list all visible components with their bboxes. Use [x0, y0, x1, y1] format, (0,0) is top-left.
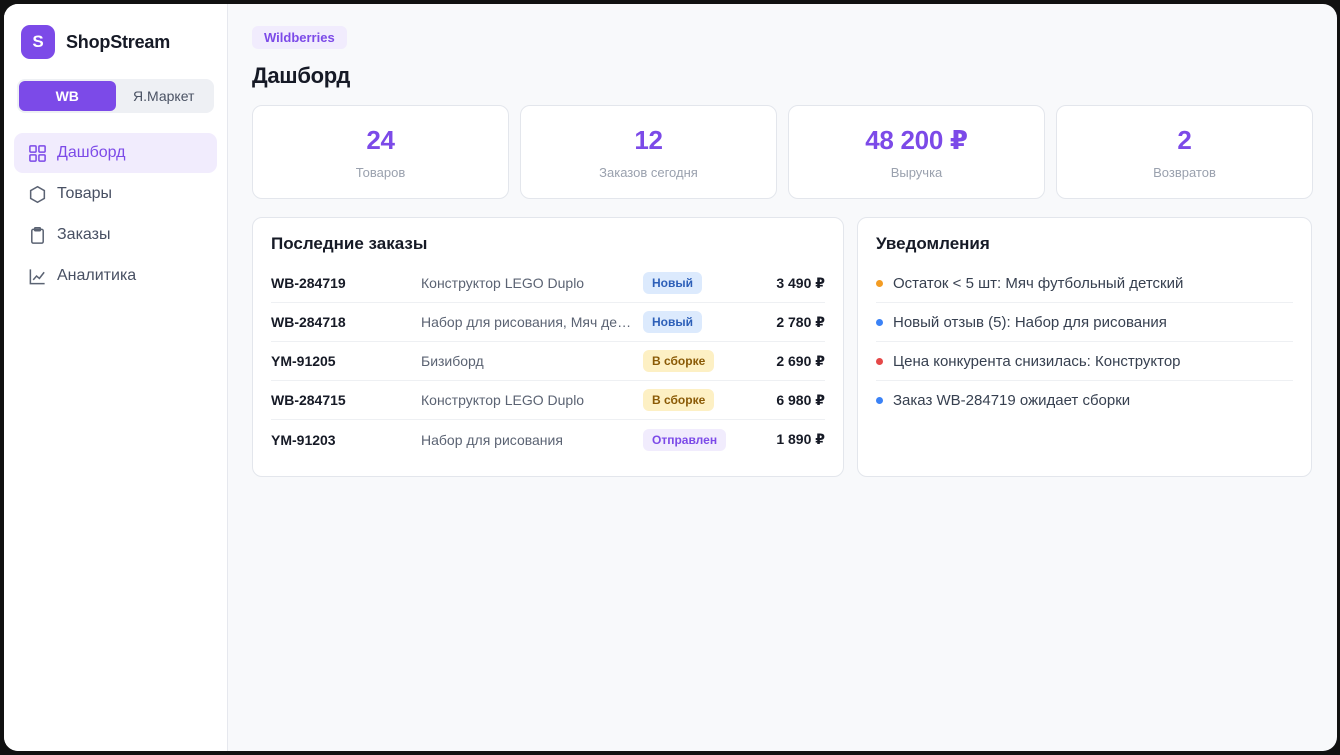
sidebar-item-label: Заказы	[57, 226, 111, 243]
status-badge: В сборке	[643, 350, 715, 372]
order-id: WB-284718	[271, 314, 346, 330]
marketplace-badge: Wildberries	[252, 26, 347, 49]
notification-text: Остаток < 5 шт: Мяч футбольный детский	[893, 274, 1184, 292]
page-title: Дашборд	[252, 63, 351, 88]
status-dot-icon	[876, 279, 883, 287]
stat-label: Выручка	[890, 164, 943, 180]
status-badge: Новый	[643, 272, 702, 294]
notifications-panel: Уведомления Остаток < 5 шт: Мяч футбольн…	[857, 217, 1312, 477]
stat-value: 48 200 ₽	[865, 124, 968, 155]
main-content: Wildberries Дашборд 24 Товаров 12 Заказо…	[228, 4, 1337, 751]
clipboard-icon	[27, 225, 47, 245]
stat-label: Возвратов	[1153, 164, 1216, 180]
marketplace-ymarket-button[interactable]: Я.Маркет	[116, 81, 213, 111]
stat-value: 2	[1177, 124, 1192, 155]
notification-text: Цена конкурента снизилась: Конструктор	[893, 352, 1181, 370]
marketplace-wb-button[interactable]: WB	[19, 81, 116, 111]
order-product: Конструктор LEGO Duplo	[421, 392, 585, 408]
order-id: YM-91203	[271, 431, 336, 448]
sidebar-item-orders[interactable]: Заказы	[14, 215, 217, 255]
recent-orders-panel: Последние заказы WB-284719 Конструктор L…	[252, 217, 844, 477]
order-id: WB-284719	[271, 275, 346, 291]
status-dot-icon	[876, 318, 883, 326]
panel-title: Уведомления	[876, 234, 990, 253]
stat-card-orders-today: 12 Заказов сегодня	[520, 105, 777, 199]
status-badge: В сборке	[643, 389, 715, 411]
stat-label: Товаров	[355, 164, 406, 180]
app-logo: S	[21, 25, 55, 59]
stat-card-products: 24 Товаров	[252, 105, 509, 199]
sidebar-item-products[interactable]: Товары	[14, 174, 217, 214]
order-sum: 2 690 ₽	[776, 352, 825, 369]
table-row[interactable]: WB-284718 Набор для рисования, Мяч де… Н…	[271, 303, 825, 342]
order-product: Бизиборд	[421, 353, 484, 369]
sidebar-item-dashboard[interactable]: Дашборд	[14, 133, 217, 173]
grid-icon	[27, 143, 47, 163]
table-row[interactable]: YM-91203 Набор для рисования Отправлен 1…	[271, 420, 825, 459]
stat-value: 24	[366, 124, 395, 155]
notifications-list: Остаток < 5 шт: Мяч футбольный детский Н…	[876, 264, 1293, 420]
status-dot-icon	[876, 357, 883, 365]
sidebar-nav: Дашборд Товары Заказы	[14, 133, 217, 296]
table-row[interactable]: WB-284719 Конструктор LEGO Duplo Новый 3…	[271, 264, 825, 303]
notification-item[interactable]: Новый отзыв (5): Набор для рисования	[876, 303, 1293, 342]
stat-value: 12	[634, 124, 663, 155]
sidebar: S ShopStream WB Я.Маркет Дашборд	[4, 4, 228, 751]
notification-item[interactable]: Цена конкурента снизилась: Конструктор	[876, 342, 1293, 381]
marketplace-switch: WB Я.Маркет	[17, 79, 214, 113]
notification-item[interactable]: Остаток < 5 шт: Мяч футбольный детский	[876, 264, 1293, 303]
notification-item[interactable]: Заказ WB-284719 ожидает сборки	[876, 381, 1293, 420]
stats-row: 24 Товаров 12 Заказов сегодня 48 200 ₽ В…	[252, 105, 1313, 199]
app-name: ShopStream	[66, 31, 171, 52]
order-sum: 6 980 ₽	[776, 391, 825, 408]
app-window: S ShopStream WB Я.Маркет Дашборд	[4, 4, 1337, 751]
sidebar-item-label: Дашборд	[57, 144, 126, 161]
sidebar-item-label: Аналитика	[57, 267, 137, 284]
order-product: Набор для рисования	[421, 431, 563, 448]
stat-card-revenue: 48 200 ₽ Выручка	[788, 105, 1045, 199]
notification-text: Новый отзыв (5): Набор для рисования	[893, 313, 1167, 331]
orders-list: WB-284719 Конструктор LEGO Duplo Новый 3…	[271, 264, 825, 459]
status-badge: Новый	[643, 311, 702, 333]
order-sum: 3 490 ₽	[776, 274, 825, 291]
stat-label: Заказов сегодня	[599, 164, 698, 180]
stat-card-returns: 2 Возвратов	[1056, 105, 1313, 199]
order-product: Конструктор LEGO Duplo	[421, 275, 585, 291]
chart-line-icon	[27, 266, 47, 286]
panels-row: Последние заказы WB-284719 Конструктор L…	[252, 217, 1313, 477]
order-id: WB-284715	[271, 392, 346, 408]
notification-text: Заказ WB-284719 ожидает сборки	[893, 392, 1131, 409]
sidebar-item-label: Товары	[57, 185, 113, 202]
hexagon-icon	[27, 184, 47, 204]
order-id: YM-91205	[271, 353, 336, 369]
table-row[interactable]: WB-284715 Конструктор LEGO Duplo В сборк…	[271, 381, 825, 420]
brand: S ShopStream	[14, 24, 217, 60]
sidebar-item-analytics[interactable]: Аналитика	[14, 256, 217, 296]
panel-title: Последние заказы	[271, 234, 428, 253]
status-dot-icon	[876, 397, 883, 404]
order-sum: 1 890 ₽	[776, 431, 825, 447]
status-badge: Отправлен	[643, 428, 727, 451]
order-sum: 2 780 ₽	[776, 313, 825, 330]
order-product: Набор для рисования, Мяч де…	[421, 314, 632, 330]
table-row[interactable]: YM-91205 Бизиборд В сборке 2 690 ₽	[271, 342, 825, 381]
